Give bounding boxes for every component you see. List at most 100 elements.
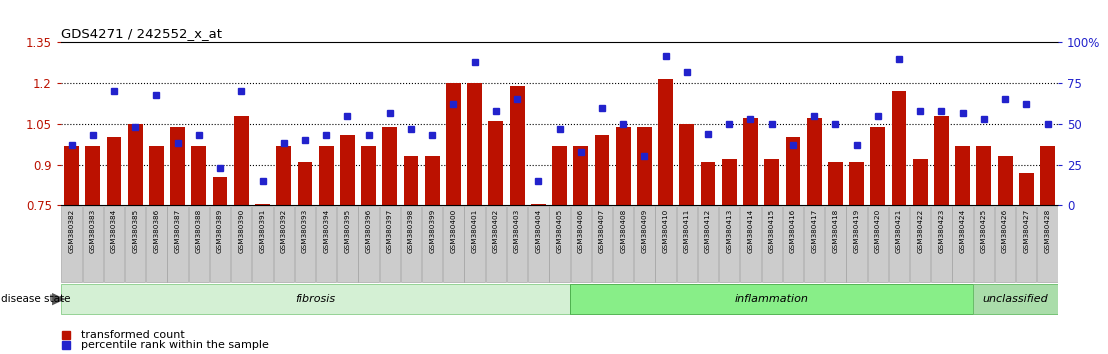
Bar [679,124,695,205]
Bar [552,145,567,205]
FancyBboxPatch shape [889,206,910,282]
Bar [997,156,1013,205]
Text: GSM380395: GSM380395 [345,209,350,253]
FancyBboxPatch shape [209,206,230,282]
Bar [637,127,652,205]
Text: GSM380424: GSM380424 [960,209,966,253]
FancyBboxPatch shape [1016,206,1036,282]
Bar [1019,173,1034,205]
FancyBboxPatch shape [253,206,273,282]
Text: GSM380385: GSM380385 [132,209,138,253]
FancyBboxPatch shape [571,284,973,314]
Text: GSM380393: GSM380393 [302,209,308,253]
Bar [849,162,864,205]
FancyBboxPatch shape [358,206,379,282]
FancyBboxPatch shape [634,206,655,282]
Bar [192,145,206,205]
Text: GSM380407: GSM380407 [599,209,605,253]
FancyBboxPatch shape [125,206,145,282]
Text: GSM380412: GSM380412 [705,209,711,253]
Text: GSM380425: GSM380425 [981,209,987,253]
FancyBboxPatch shape [592,206,612,282]
Bar [595,135,609,205]
FancyBboxPatch shape [719,206,739,282]
FancyBboxPatch shape [613,206,634,282]
Text: GSM380394: GSM380394 [324,209,329,253]
Bar [298,162,312,205]
Text: percentile rank within the sample: percentile rank within the sample [81,339,269,349]
FancyBboxPatch shape [380,206,400,282]
Bar [765,159,779,205]
Bar [700,162,716,205]
FancyBboxPatch shape [401,206,421,282]
Text: GSM380383: GSM380383 [90,209,95,253]
FancyBboxPatch shape [571,206,591,282]
Text: unclassified: unclassified [983,294,1048,304]
FancyBboxPatch shape [83,206,103,282]
Text: GSM380414: GSM380414 [748,209,753,253]
Text: GSM380391: GSM380391 [259,209,266,253]
Text: GSM380418: GSM380418 [832,209,839,253]
Text: fibrosis: fibrosis [296,294,336,304]
FancyBboxPatch shape [188,206,209,282]
Bar [573,145,588,205]
Text: GSM380387: GSM380387 [175,209,181,253]
FancyBboxPatch shape [104,206,124,282]
Text: GSM380415: GSM380415 [769,209,774,253]
Bar [468,83,482,205]
Bar [403,156,419,205]
FancyBboxPatch shape [146,206,166,282]
Bar [721,159,737,205]
Text: GSM380410: GSM380410 [663,209,668,253]
Bar [976,145,992,205]
FancyBboxPatch shape [931,206,952,282]
Text: GSM380396: GSM380396 [366,209,371,253]
FancyBboxPatch shape [677,206,697,282]
Bar [489,121,503,205]
FancyBboxPatch shape [167,206,188,282]
Bar [340,135,355,205]
Bar [913,159,927,205]
Text: inflammation: inflammation [735,294,809,304]
Text: GSM380384: GSM380384 [111,209,117,253]
Text: GSM380408: GSM380408 [620,209,626,253]
Text: GSM380388: GSM380388 [196,209,202,253]
Text: GSM380423: GSM380423 [938,209,944,253]
Bar [531,204,546,205]
Bar [382,127,398,205]
FancyBboxPatch shape [61,284,571,314]
Bar [892,91,906,205]
Bar [319,145,334,205]
Bar [64,145,79,205]
Text: GSM380417: GSM380417 [811,209,817,253]
Bar [658,79,673,205]
FancyBboxPatch shape [656,206,676,282]
Bar [743,119,758,205]
Bar [807,119,821,205]
Bar [786,137,800,205]
Text: GSM380409: GSM380409 [642,209,647,253]
Text: GSM380422: GSM380422 [917,209,923,253]
Bar [447,83,461,205]
Bar [213,177,227,205]
Text: GSM380398: GSM380398 [408,209,414,253]
FancyBboxPatch shape [1037,206,1058,282]
FancyBboxPatch shape [847,206,866,282]
Text: GSM380392: GSM380392 [280,209,287,253]
FancyBboxPatch shape [973,284,1058,314]
Bar [148,145,164,205]
FancyBboxPatch shape [295,206,315,282]
FancyBboxPatch shape [910,206,931,282]
Bar [424,156,440,205]
Bar [234,116,248,205]
Text: GSM380413: GSM380413 [726,209,732,253]
FancyBboxPatch shape [485,206,506,282]
Bar [171,127,185,205]
Text: GSM380426: GSM380426 [1002,209,1008,253]
FancyBboxPatch shape [953,206,973,282]
Polygon shape [52,293,65,305]
FancyBboxPatch shape [529,206,548,282]
Text: GSM380411: GSM380411 [684,209,690,253]
Bar [276,145,291,205]
FancyBboxPatch shape [422,206,442,282]
